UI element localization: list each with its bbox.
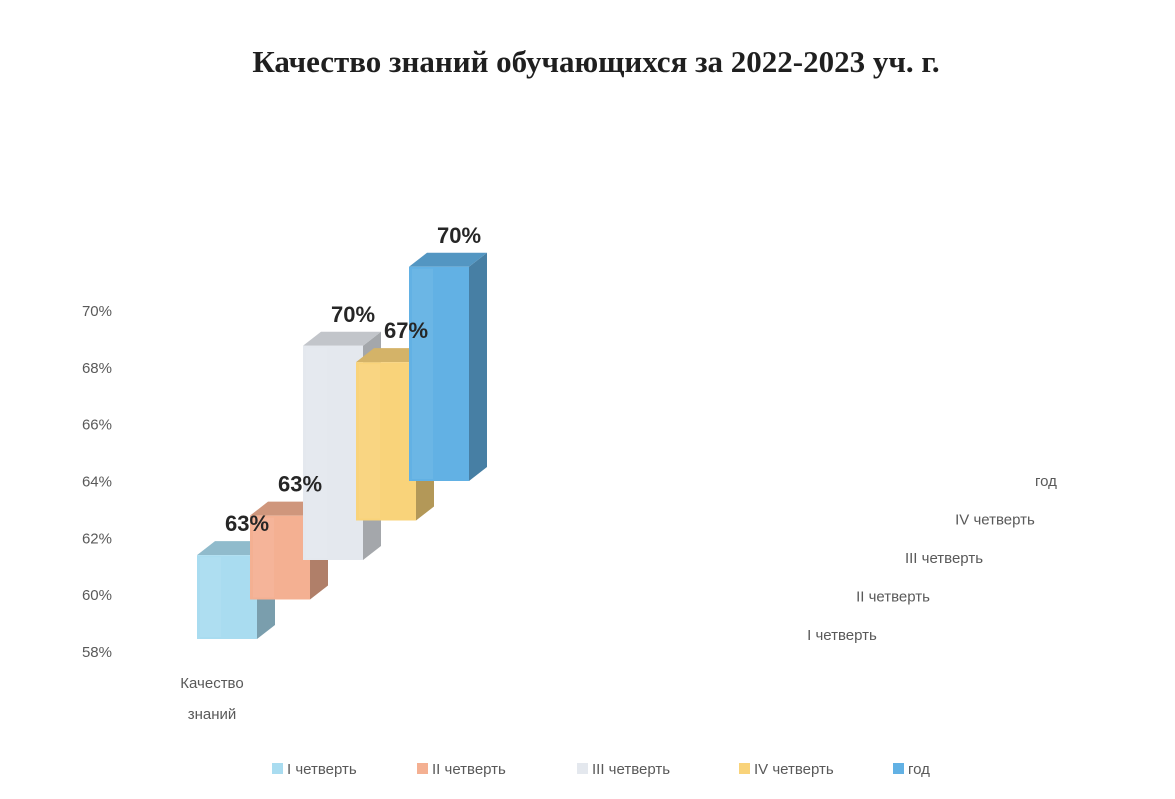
y-axis-ticks: 58% 60% 62% 64% 66% 68% 70%	[82, 303, 112, 661]
legend-item: IV четверть	[739, 761, 834, 778]
bar-highlight	[306, 347, 327, 558]
bar-highlight	[253, 517, 274, 598]
y-tick-label: 66%	[82, 417, 112, 434]
data-labels: 63% 63% 70% 67% 70%	[225, 223, 481, 536]
bar-front	[409, 266, 469, 481]
bar-side	[469, 252, 487, 481]
category-label-line2: знаний	[188, 706, 237, 723]
bar-5	[409, 252, 487, 481]
bar-front	[250, 515, 310, 600]
data-label: 67%	[384, 318, 428, 343]
depth-axis-labels: I четверть II четверть III четверть IV четв…	[807, 473, 1057, 644]
y-tick-label: 60%	[82, 587, 112, 604]
depth-label: IV четверть	[955, 512, 1035, 529]
legend-item: I четверть	[272, 761, 357, 778]
chart-title: Качество знаний обучающихся за 2022-2023…	[252, 44, 939, 79]
legend-item: год	[893, 761, 930, 778]
bar-front	[356, 362, 416, 521]
y-tick-label: 58%	[82, 644, 112, 661]
legend-label: год	[908, 761, 930, 778]
bar-top	[409, 252, 487, 267]
y-tick-label: 62%	[82, 530, 112, 547]
bar-front	[303, 345, 363, 560]
legend-label: I четверть	[287, 761, 357, 778]
depth-label: I четверть	[807, 627, 877, 644]
y-tick-label: 68%	[82, 360, 112, 377]
depth-label: III четверть	[905, 550, 983, 567]
depth-label: год	[1035, 473, 1057, 490]
legend-label: IV четверть	[754, 761, 834, 778]
category-label-line1: Качество	[180, 675, 243, 692]
data-label: 63%	[278, 472, 322, 497]
bar-1	[197, 541, 275, 639]
legend: I четверть II четверть III четверть IV четв…	[272, 761, 930, 778]
legend-swatch	[577, 763, 588, 774]
bar-top	[303, 331, 381, 346]
legend-swatch	[417, 763, 428, 774]
legend-swatch	[739, 763, 750, 774]
legend-item: III четверть	[577, 761, 670, 778]
bar-highlight	[359, 364, 380, 519]
legend-label: III четверть	[592, 761, 670, 778]
depth-label: II четверть	[856, 589, 930, 606]
y-tick-label: 70%	[82, 303, 112, 320]
legend-label: II четверть	[432, 761, 506, 778]
data-label: 63%	[225, 511, 269, 536]
data-label: 70%	[437, 223, 481, 248]
legend-swatch	[272, 763, 283, 774]
legend-item: II четверть	[417, 761, 506, 778]
bar-highlight	[412, 268, 433, 479]
legend-swatch	[893, 763, 904, 774]
y-tick-label: 64%	[82, 474, 112, 491]
bar-highlight	[200, 557, 221, 637]
bar-front	[197, 555, 257, 639]
data-label: 70%	[331, 302, 375, 327]
bars	[197, 252, 487, 639]
